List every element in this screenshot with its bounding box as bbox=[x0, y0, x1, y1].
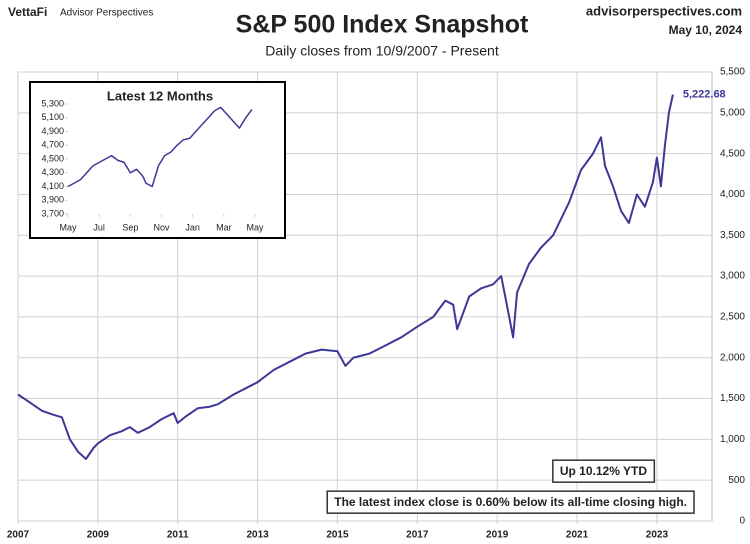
value-label: 5,222.68 bbox=[683, 89, 726, 101]
y-tick-label: 5,500 bbox=[720, 67, 745, 78]
brand: VettaFi bbox=[8, 5, 47, 19]
inset-title: Latest 12 Months bbox=[107, 88, 213, 103]
x-tick-label: Mar bbox=[216, 222, 232, 232]
x-tick-label: 2011 bbox=[167, 530, 189, 541]
line bbox=[67, 106, 253, 188]
x-tick-label: 2007 bbox=[7, 530, 30, 541]
y-tick-label: 5,300 bbox=[41, 98, 64, 108]
x-tick-label: Jan bbox=[185, 222, 200, 232]
x-tick-label: 2023 bbox=[646, 530, 669, 541]
y-tick-label: 5,000 bbox=[720, 107, 745, 118]
y-tick-label: 5,100 bbox=[41, 112, 64, 122]
brand-sub: Advisor Perspectives bbox=[60, 8, 153, 19]
x-tick-label: May bbox=[246, 222, 264, 232]
y-tick-label: 4,300 bbox=[41, 167, 64, 177]
y-tick-label: 1,500 bbox=[720, 393, 745, 404]
date: May 10, 2024 bbox=[669, 23, 743, 37]
annotation-box bbox=[552, 459, 656, 483]
x-tick-label: 2015 bbox=[326, 530, 349, 541]
y-tick-label: 4,100 bbox=[41, 181, 64, 191]
x-tick-label: 2021 bbox=[566, 530, 589, 541]
x-tick-label: 2017 bbox=[406, 530, 429, 541]
annotation: Up 10.12% YTD bbox=[560, 464, 647, 478]
x-tick-label: 2019 bbox=[486, 530, 509, 541]
y-tick-label: 4,900 bbox=[41, 126, 64, 136]
annotation-box bbox=[326, 490, 695, 514]
x-tick-label: Nov bbox=[153, 222, 170, 232]
y-tick-label: 0 bbox=[739, 516, 745, 527]
source: advisorperspectives.com bbox=[586, 3, 742, 18]
x-tick-label: Sep bbox=[122, 222, 138, 232]
y-tick-label: 4,500 bbox=[41, 153, 64, 163]
y-tick-label: 4,700 bbox=[41, 140, 64, 150]
y-tick-label: 3,000 bbox=[720, 271, 745, 282]
inset-box bbox=[29, 81, 286, 239]
y-tick-label: 2,500 bbox=[720, 312, 745, 323]
y-tick-label: 4,500 bbox=[720, 148, 745, 159]
x-tick-label: Jul bbox=[93, 222, 105, 232]
chart-title: S&P 500 Index Snapshot bbox=[236, 11, 529, 39]
y-tick-label: 3,700 bbox=[41, 208, 64, 218]
line bbox=[17, 94, 674, 460]
x-tick-label: 2009 bbox=[87, 530, 110, 541]
y-tick-label: 2,000 bbox=[720, 352, 745, 363]
y-tick-label: 3,900 bbox=[41, 195, 64, 205]
y-tick-label: 1,000 bbox=[720, 434, 745, 445]
x-tick-label: May bbox=[59, 222, 77, 232]
y-tick-label: 4,000 bbox=[720, 189, 745, 200]
x-tick-label: 2013 bbox=[246, 530, 269, 541]
y-tick-label: 500 bbox=[728, 475, 745, 486]
annotation: The latest index close is 0.60% below it… bbox=[334, 495, 687, 509]
subtitle: Daily closes from 10/9/2007 - Present bbox=[265, 43, 499, 59]
y-tick-label: 3,500 bbox=[720, 230, 745, 241]
